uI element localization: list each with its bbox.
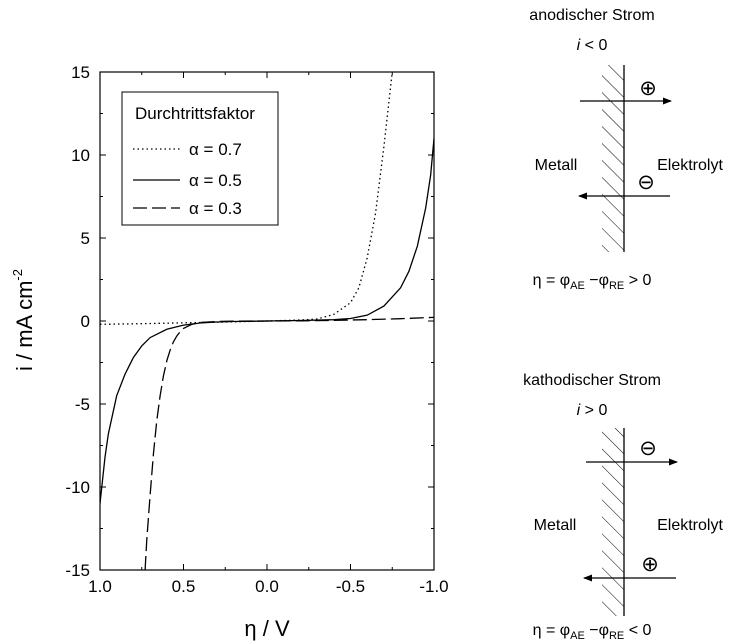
axes <box>99 71 435 571</box>
anodic-diagram: anodischer Strom i < 0 ⊕ Metall Elektrol… <box>529 7 723 292</box>
iv-chart: 1.0 0.5 0.0 -0.5 -1.0 -15 -10 -5 0 5 10 15 η / V i … <box>10 63 449 641</box>
anodic-charge-top: ⊕ <box>639 77 657 100</box>
y-tick-label: 15 <box>71 63 90 82</box>
x-tick-label: 0.0 <box>255 577 279 596</box>
legend-entry-1: α = 0.5 <box>189 171 242 190</box>
anodic-metal-label: Metall <box>535 157 578 174</box>
x-tick-label: 0.5 <box>172 577 196 596</box>
cathodic-charge-top: ⊖ <box>639 437 657 460</box>
x-axis-label: η / V <box>244 616 290 641</box>
cathodic-overpotential: η = φAE −φRE < 0 <box>533 622 652 642</box>
legend-title: Durchtrittsfaktor <box>135 104 255 123</box>
anodic-title: anodischer Strom <box>529 7 654 24</box>
anodic-electrode-hatch <box>602 65 624 252</box>
plot-lines <box>100 72 434 570</box>
y-tick-label: -10 <box>65 478 90 497</box>
legend-box <box>121 91 279 226</box>
cathodic-electrode-hatch <box>602 428 624 616</box>
legend-entry-0: α = 0.7 <box>189 140 242 159</box>
cathodic-title: kathodischer Strom <box>523 372 661 389</box>
y-tick-label: 0 <box>81 312 90 331</box>
anodic-condition: i < 0 <box>577 37 608 54</box>
x-tick-label: 1.0 <box>88 577 112 596</box>
legend-entry-2: α = 0.3 <box>189 199 242 218</box>
anodic-overpotential: η = φAE −φRE > 0 <box>533 272 652 292</box>
tick-labels: 1.0 0.5 0.0 -0.5 -1.0 -15 -10 -5 0 5 10 15 <box>65 63 448 596</box>
series-line-0_7 <box>100 72 393 325</box>
legend: Durchtrittsfaktor α = 0.7 α = 0.5 α = 0.… <box>121 91 279 226</box>
cathodic-condition: i > 0 <box>577 402 608 419</box>
anodic-electrolyte-label: Elektrolyt <box>657 157 723 174</box>
y-tick-label: -15 <box>65 561 90 580</box>
x-tick-label: -1.0 <box>419 577 448 596</box>
x-tick-label: -0.5 <box>336 577 365 596</box>
cathodic-diagram: kathodischer Strom i > 0 ⊖ Metall Elektr… <box>523 372 723 642</box>
y-tick-label: 10 <box>71 146 90 165</box>
y-tick-label: 5 <box>81 229 90 248</box>
anodic-charge-bottom: ⊖ <box>637 171 655 194</box>
y-axis-label: i / mA cm-2 <box>10 269 37 371</box>
cathodic-metal-label: Metall <box>534 517 577 534</box>
series-line-0_3 <box>144 316 434 570</box>
cathodic-electrolyte-label: Elektrolyt <box>657 517 723 534</box>
y-tick-label: -5 <box>75 395 90 414</box>
cathodic-charge-bottom: ⊕ <box>641 553 659 576</box>
